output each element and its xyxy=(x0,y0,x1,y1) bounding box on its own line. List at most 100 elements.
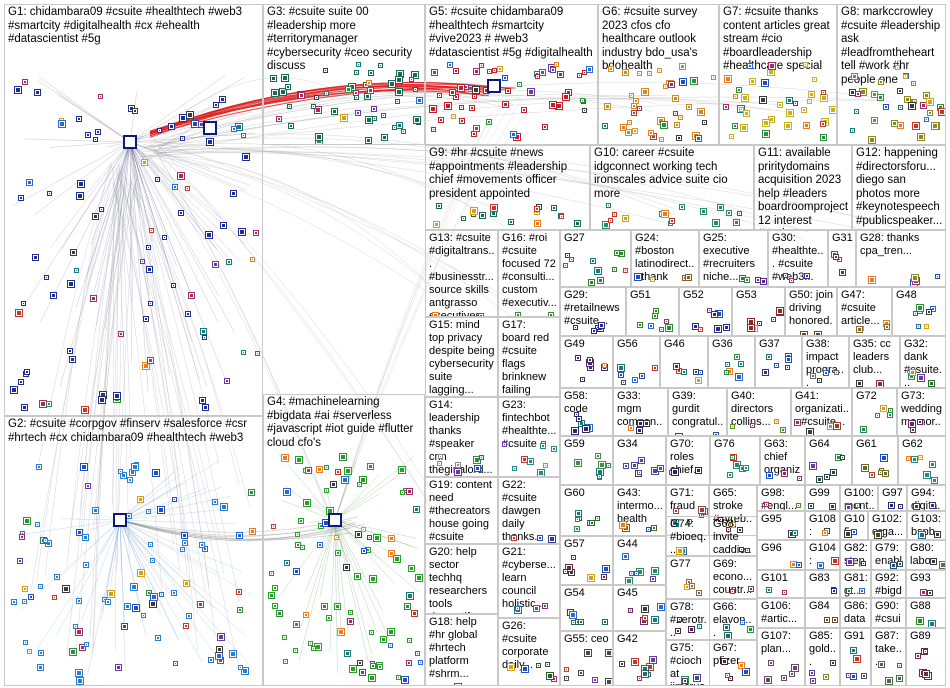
group-label: G10: career #csuite idgconnect working t… xyxy=(594,147,728,200)
graph-vertex xyxy=(287,122,294,129)
group-g68: G68: invite caddie... xyxy=(709,516,757,556)
graph-vertex xyxy=(636,469,642,475)
graph-vertex xyxy=(527,457,535,465)
graph-vertex xyxy=(630,102,637,109)
graph-vertex xyxy=(84,132,91,139)
graph-vertex xyxy=(588,278,596,286)
graph-vertex xyxy=(146,590,153,597)
graph-vertex xyxy=(432,312,440,316)
graph-vertex xyxy=(733,354,740,361)
group-g99: G99 xyxy=(805,485,840,511)
graph-vertex xyxy=(860,560,866,566)
group-g54: G54 xyxy=(560,585,613,631)
graph-vertex xyxy=(803,121,811,129)
graph-vertex xyxy=(551,676,558,683)
graph-vertex xyxy=(923,91,931,99)
graph-vertex xyxy=(911,122,920,131)
graph-vertex xyxy=(897,503,903,509)
group-label: G43: intermo... health xyxy=(617,487,663,525)
graph-vertex xyxy=(656,116,665,125)
graph-vertex xyxy=(637,70,643,76)
graph-vertex xyxy=(515,312,522,316)
graph-vertex xyxy=(459,118,466,125)
graph-vertex xyxy=(400,128,406,134)
graph-vertex xyxy=(621,68,629,76)
graph-vertex xyxy=(293,567,301,575)
graph-vertex xyxy=(897,662,903,668)
graph-vertex xyxy=(39,400,48,409)
graph-vertex xyxy=(809,670,816,677)
graph-vertex xyxy=(758,95,767,104)
graph-vertex xyxy=(619,660,626,667)
graph-vertex xyxy=(849,673,857,681)
graph-vertex xyxy=(364,116,373,125)
graph-vertex xyxy=(478,455,484,461)
graph-vertex xyxy=(536,535,543,542)
graph-vertex xyxy=(66,280,75,289)
graph-vertex xyxy=(913,503,921,510)
graph-vertex xyxy=(829,502,837,510)
graph-vertex xyxy=(656,603,665,612)
graph-vertex xyxy=(270,524,276,530)
graph-vertex xyxy=(714,325,723,334)
group-label: G99 xyxy=(809,487,830,499)
group-g63: G63: chief organiz... xyxy=(760,436,805,485)
graph-vertex xyxy=(89,294,97,302)
graph-vertex xyxy=(180,547,186,553)
graph-vertex xyxy=(871,91,879,99)
graph-vertex xyxy=(474,465,482,473)
group-g4: G4: #machinelearning #bigdata #ai #serve… xyxy=(263,394,425,686)
graph-vertex xyxy=(929,502,937,510)
graph-vertex xyxy=(852,654,861,663)
group-g33: G33: mgm compan... xyxy=(613,388,668,436)
graph-vertex xyxy=(225,258,232,265)
graph-vertex xyxy=(182,622,189,629)
group-g27: G27 xyxy=(560,230,631,287)
group-g3: G3: #csuite suite 00 #leadership more #t… xyxy=(263,4,425,145)
graph-vertex xyxy=(835,453,843,461)
graph-vertex xyxy=(20,300,26,306)
group-label: G85: gold... xyxy=(809,630,836,668)
group-label: G58: code xyxy=(564,390,588,415)
graph-vertex xyxy=(739,124,748,133)
group-g42: G42 xyxy=(613,631,666,686)
graph-vertex xyxy=(674,122,680,129)
graph-vertex xyxy=(23,369,30,376)
group-g39: G39: gurdit congratul... position... xyxy=(668,388,727,436)
graph-vertex xyxy=(887,502,895,510)
graph-vertex xyxy=(861,673,868,680)
group-g90: G90: #csui... xyxy=(871,598,906,628)
group-g66: G66: elavon... xyxy=(709,599,757,640)
graph-vertex xyxy=(697,327,703,333)
graph-vertex xyxy=(746,317,755,326)
graph-vertex xyxy=(725,672,731,678)
group-g22: G22: #csuite dawgen daily thanks... xyxy=(498,477,560,544)
group-g20: G20: help sector techhq researchers tool… xyxy=(425,544,498,614)
graph-vertex xyxy=(512,133,521,142)
graph-vertex xyxy=(334,469,341,476)
graph-vertex xyxy=(170,282,176,288)
graph-vertex xyxy=(349,665,358,674)
graph-vertex xyxy=(632,98,639,105)
graph-vertex xyxy=(124,603,132,611)
group-g106: G106: #artic... xyxy=(757,598,805,628)
graph-vertex xyxy=(622,524,631,533)
graph-vertex xyxy=(663,319,669,325)
graph-vertex xyxy=(763,502,769,508)
graph-vertex xyxy=(400,489,406,495)
graph-vertex xyxy=(702,120,708,126)
graph-vertex xyxy=(839,268,847,276)
graph-vertex xyxy=(589,519,596,526)
graph-vertex xyxy=(81,534,89,542)
graph-vertex xyxy=(776,307,784,316)
graph-vertex xyxy=(235,532,243,540)
graph-vertex xyxy=(776,101,783,108)
graph-vertex xyxy=(741,93,750,102)
graph-vertex xyxy=(833,253,840,260)
group-g71: G71: fraud xyxy=(666,485,709,536)
group-label: G77 xyxy=(670,558,691,570)
group-g46: G46 xyxy=(660,336,708,388)
group-g58: G58: code xyxy=(560,388,613,436)
graph-vertex xyxy=(926,109,933,116)
group-label: G27 xyxy=(564,232,585,244)
